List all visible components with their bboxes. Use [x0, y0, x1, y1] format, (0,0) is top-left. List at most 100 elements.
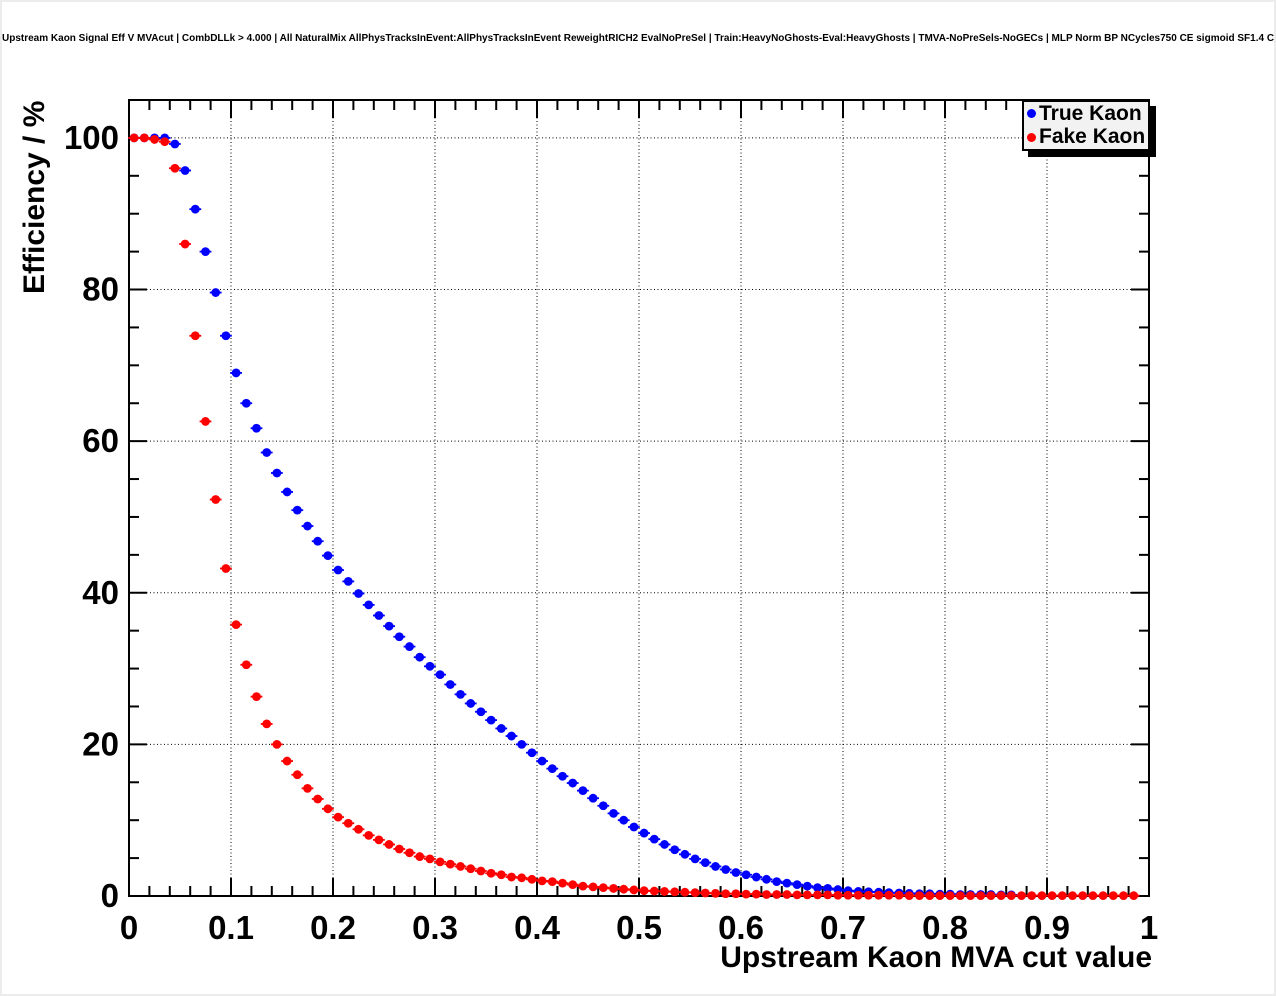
data-point	[762, 874, 771, 884]
data-point	[323, 551, 333, 561]
data-point	[517, 739, 527, 749]
x-tick-label: 0.5	[616, 909, 662, 946]
data-point	[935, 891, 945, 901]
data-point	[1037, 891, 1047, 901]
data-point	[425, 854, 435, 864]
data-point	[364, 600, 374, 610]
data-point	[568, 880, 578, 890]
data-point	[333, 565, 343, 575]
data-point	[853, 890, 863, 900]
data-point	[466, 699, 476, 708]
data-point	[945, 891, 955, 901]
data-point	[670, 845, 680, 855]
data-point	[588, 793, 598, 803]
data-point	[660, 840, 669, 849]
data-point	[813, 883, 822, 893]
data-point	[558, 771, 567, 781]
data-point	[527, 748, 537, 758]
data-point	[925, 891, 935, 901]
data-point	[272, 739, 282, 749]
x-tick-label: 1	[1140, 909, 1158, 946]
data-point	[537, 756, 547, 766]
data-point	[833, 890, 843, 900]
data-point	[721, 865, 731, 874]
data-point	[690, 888, 700, 897]
data-point	[384, 621, 394, 631]
data-point	[1129, 891, 1139, 901]
data-point	[384, 840, 394, 849]
data-point	[772, 890, 782, 899]
data-point	[955, 891, 965, 901]
data-point	[507, 731, 516, 741]
data-point	[802, 881, 812, 891]
data-point	[619, 815, 629, 825]
x-tick-label: 0.2	[310, 909, 356, 946]
data-point	[343, 818, 353, 828]
data-point	[190, 331, 200, 341]
series-true-kaon	[128, 133, 1018, 900]
x-tick-label: 0	[120, 909, 138, 946]
data-point	[303, 521, 312, 531]
data-point	[639, 886, 649, 896]
data-point	[394, 844, 404, 854]
data-point	[894, 890, 904, 900]
data-point	[456, 689, 465, 699]
x-axis-title: Upstream Kaon MVA cut value	[720, 941, 1152, 974]
data-point	[915, 891, 924, 901]
x-tick-label: 0.6	[718, 909, 764, 946]
data-point	[272, 468, 282, 478]
legend-entry-fake-kaon: Fake Kaon	[1024, 126, 1148, 148]
x-tick-label: 0.8	[922, 909, 968, 946]
data-point	[578, 881, 588, 891]
data-point	[486, 715, 496, 725]
data-point	[711, 888, 720, 898]
data-point	[619, 884, 629, 894]
data-point	[792, 890, 802, 900]
data-point	[629, 885, 639, 895]
data-point	[823, 890, 833, 900]
data-point	[292, 770, 302, 780]
legend-entry-true-kaon: True Kaon	[1024, 102, 1148, 125]
data-point	[721, 889, 731, 899]
data-point	[558, 878, 567, 888]
data-point	[802, 890, 812, 900]
y-tick-label: 0	[101, 877, 119, 914]
data-point	[649, 886, 659, 896]
data-point	[292, 505, 302, 515]
data-point	[343, 576, 353, 586]
data-point	[639, 828, 649, 838]
y-tick-label: 60	[82, 422, 119, 459]
series-fake-kaon	[128, 133, 1140, 901]
data-point	[782, 878, 792, 888]
data-point	[231, 620, 241, 630]
data-point	[323, 804, 333, 814]
data-point	[170, 139, 180, 149]
data-point	[415, 852, 425, 861]
y-tick-label: 20	[82, 725, 119, 762]
data-point	[609, 808, 618, 818]
data-point	[629, 822, 639, 832]
data-point	[1119, 891, 1128, 901]
data-point	[313, 536, 323, 546]
data-point	[680, 887, 690, 897]
data-point	[864, 890, 873, 900]
data-point	[313, 794, 323, 804]
data-point	[731, 868, 741, 877]
data-point	[986, 891, 996, 901]
x-tick-label: 0.3	[412, 909, 458, 946]
data-point	[762, 890, 771, 899]
data-point	[252, 423, 261, 433]
legend-box: True Kaon Fake Kaon	[1022, 100, 1150, 151]
data-point	[527, 874, 537, 884]
data-point	[150, 135, 159, 144]
data-point	[129, 133, 139, 143]
tick-labels: 0 0.1 0.2 0.3 0.4 0.5 0.6 0.7 0.8 0.9 1 0 20 40 60 80 10…	[64, 119, 1158, 946]
data-point	[598, 883, 608, 893]
y-tick-label: 80	[82, 271, 119, 308]
data-point	[282, 756, 292, 766]
gridlines	[129, 100, 1149, 896]
data-point	[966, 891, 975, 901]
data-point	[354, 824, 363, 834]
data-point	[598, 801, 608, 811]
data-point	[813, 890, 822, 900]
